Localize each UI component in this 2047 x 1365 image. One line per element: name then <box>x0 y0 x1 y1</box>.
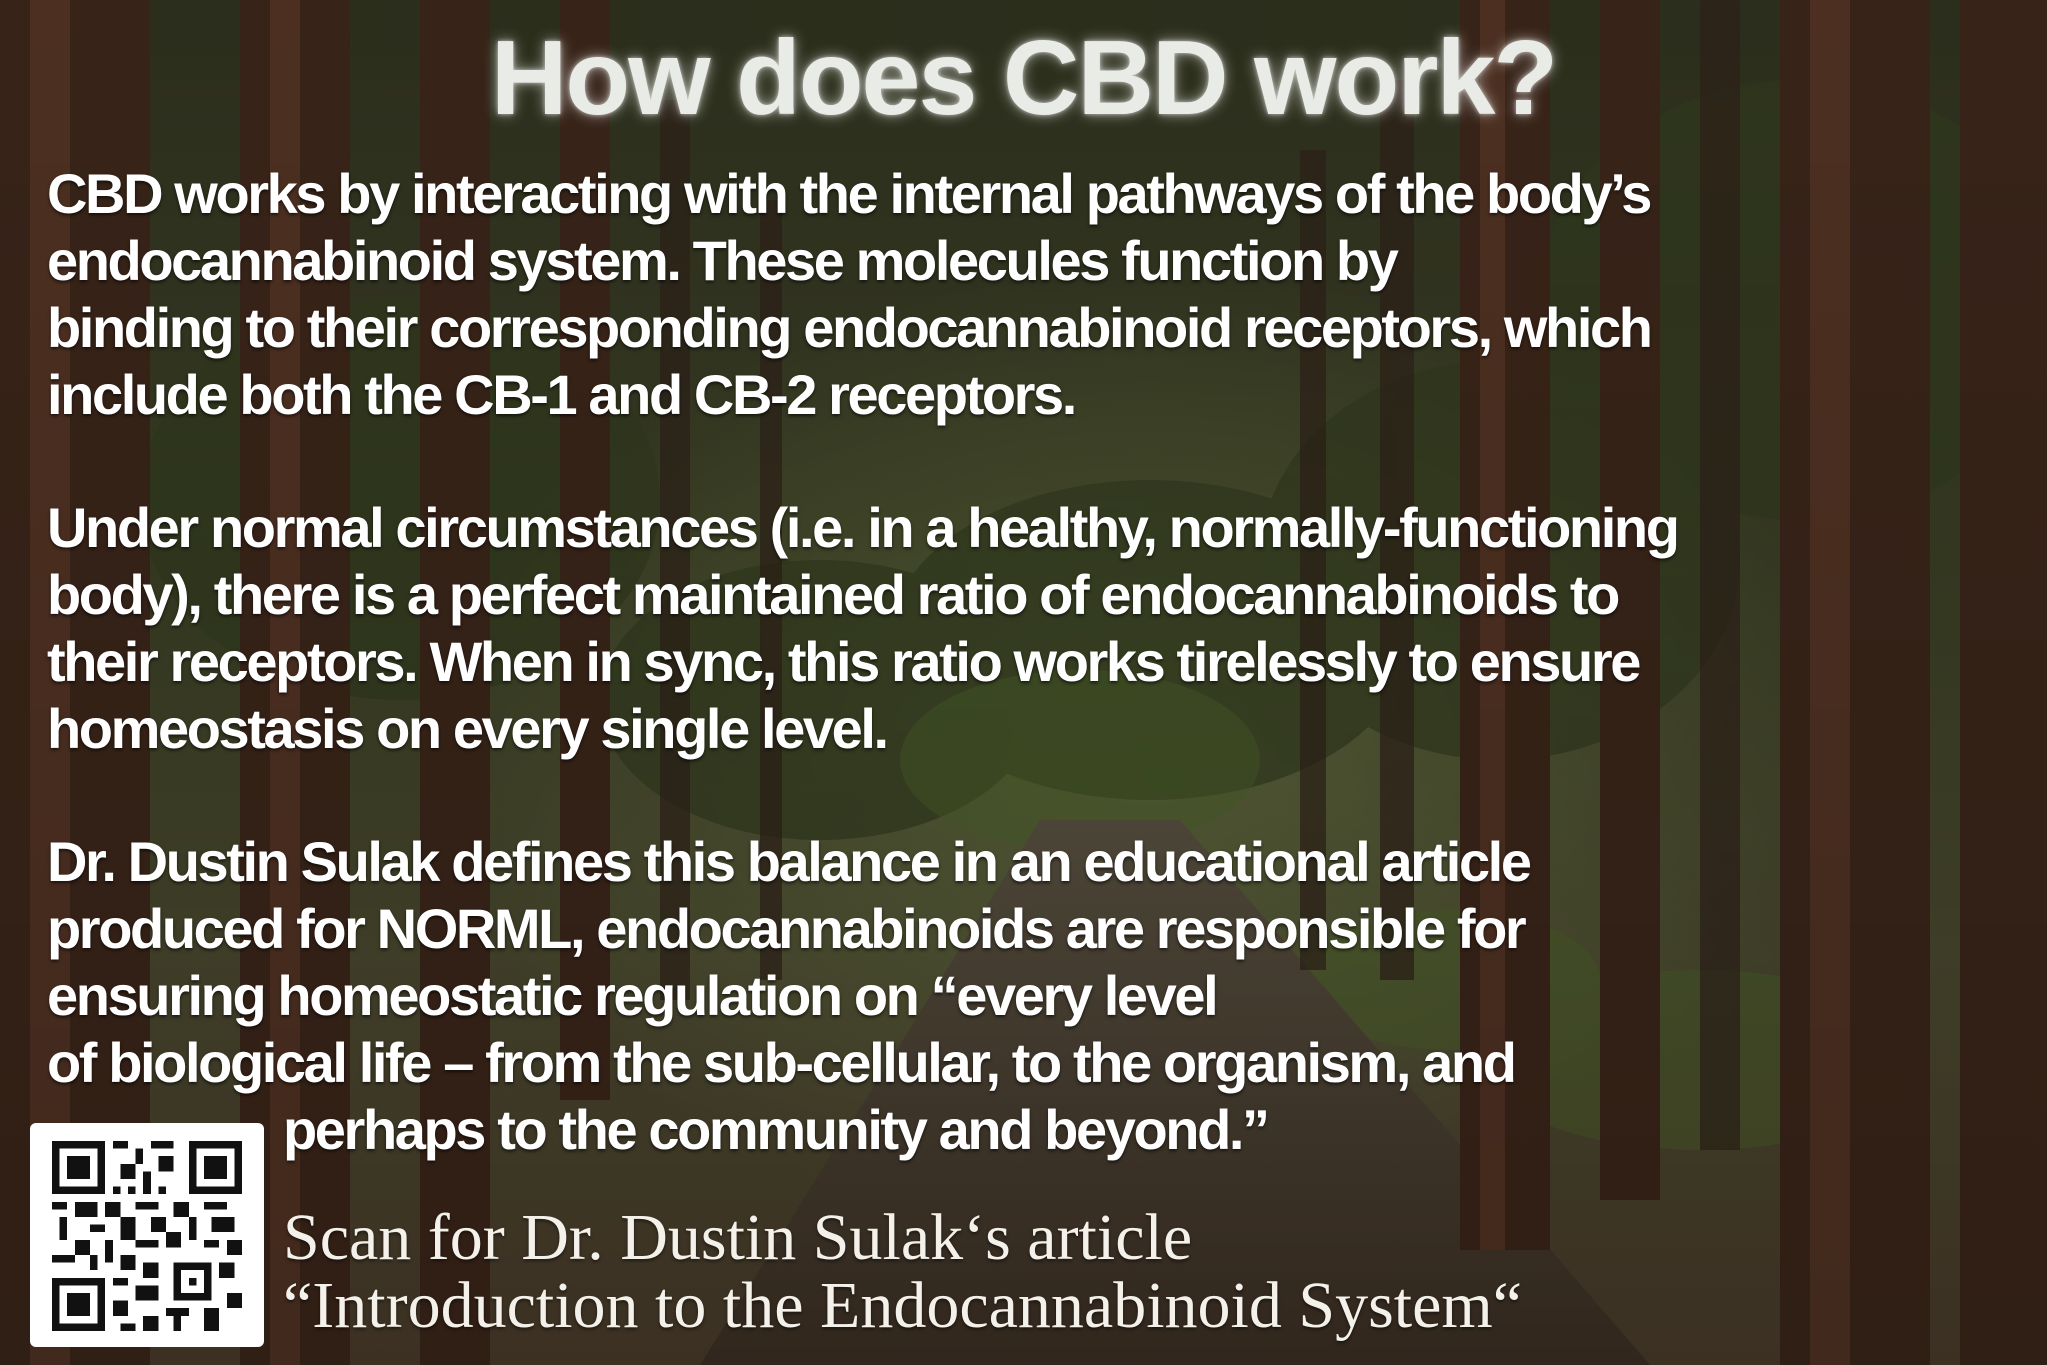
paragraph-sulak-quote: Dr. Dustin Sulak defines this balance in… <box>47 828 2027 1163</box>
text-line: produced for NORML, endocannabinoids are… <box>47 897 1527 960</box>
page-title: How does CBD work? <box>490 19 1558 137</box>
paragraph-homeostasis: Under normal circumstances (i.e. in a he… <box>47 494 2027 762</box>
text-line: CBD works by interacting with the intern… <box>47 162 1652 225</box>
paragraph-how-cbd-works: CBD works by interacting with the intern… <box>47 160 2027 428</box>
caption-line: Scan for Dr. Dustin Sulak‘s article <box>283 1201 1193 1274</box>
qr-code[interactable] <box>30 1123 264 1347</box>
text-line: their receptors. When in sync, this rati… <box>47 630 1641 693</box>
text-line: Dr. Dustin Sulak defines this balance in… <box>47 830 1532 893</box>
text-line: Under normal circumstances (i.e. in a he… <box>47 496 1680 559</box>
qr-caption: Scan for Dr. Dustin Sulak‘s article “Int… <box>283 1204 1522 1340</box>
text-line: include both the CB-1 and CB-2 receptors… <box>47 363 1077 426</box>
text-line: perhaps to the community and beyond.” <box>283 1098 1270 1161</box>
text-line: ensuring homeostatic regulation on “ever… <box>47 964 1219 1027</box>
text-line: body), there is a perfect maintained rat… <box>47 563 1620 626</box>
text-line: binding to their corresponding endocanna… <box>47 296 1653 359</box>
text-line: endocannabinoid system. These molecules … <box>47 229 1399 292</box>
qr-code-icon <box>52 1141 242 1331</box>
text-line: homeostasis on every single level. <box>47 697 889 760</box>
text-line: of biological life – from the sub-cellul… <box>47 1031 1517 1094</box>
caption-line: “Introduction to the Endocannabinoid Sys… <box>283 1269 1523 1342</box>
